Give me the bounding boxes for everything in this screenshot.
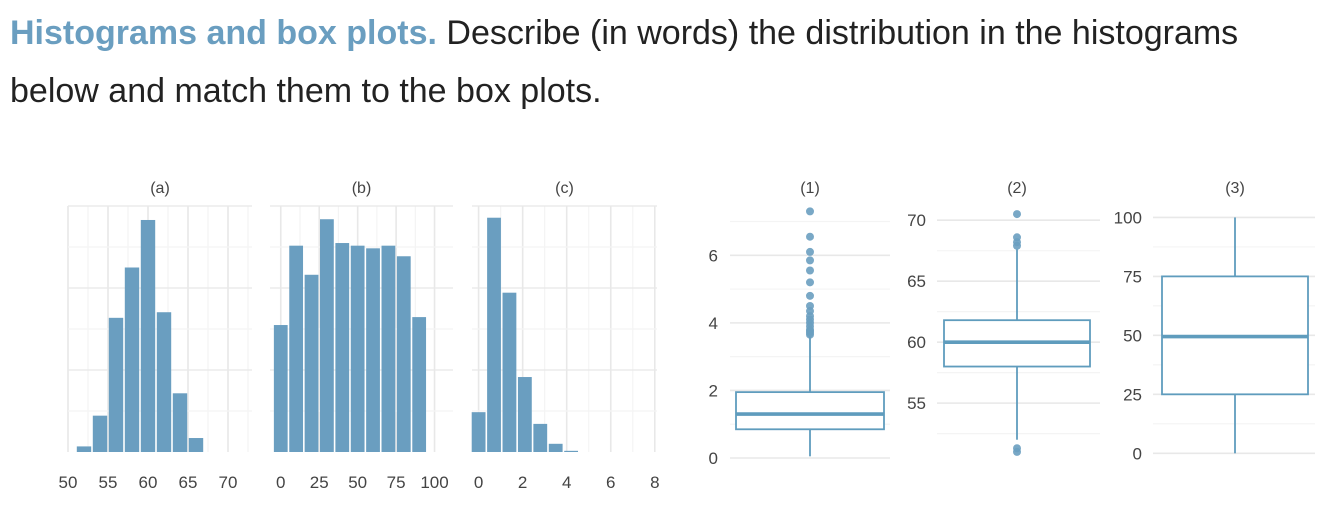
chart-title: (3) (1225, 180, 1245, 197)
outlier-point (806, 266, 814, 275)
histogram-bar (76, 446, 92, 452)
x-tick-label: 2 (518, 473, 527, 492)
x-tick-label: 60 (139, 473, 158, 492)
x-tick-label: 0 (276, 473, 285, 492)
chart-panel-1: 0 2 4 6 (1) (709, 180, 890, 468)
x-tick-label: 75 (387, 473, 406, 492)
histogram-bar (273, 325, 288, 452)
x-tick-label: 65 (179, 473, 198, 492)
histogram-bar (533, 423, 548, 452)
exercise-heading: Histograms and box plots. (10, 14, 437, 52)
outlier-point (806, 278, 814, 287)
exercise-prompt: Histograms and box plots. Describe (in w… (10, 4, 1320, 120)
histogram-bar (502, 292, 517, 452)
histogram-bar (304, 274, 319, 452)
histogram-bar (92, 415, 108, 452)
y-tick-label: 50 (1123, 326, 1142, 345)
histogram-bar (487, 217, 501, 452)
histogram-bar (412, 317, 427, 452)
x-tick-label: 50 (59, 473, 78, 492)
histogram-bar (156, 312, 172, 452)
chart-panel-b: 0 25 50 75 100 (b) (270, 180, 453, 492)
y-tick-label: 0 (1133, 444, 1142, 463)
x-tick-label: 0 (474, 473, 483, 492)
y-tick-label: 6 (709, 246, 718, 265)
histogram-bar (335, 243, 350, 452)
histogram-bar (320, 219, 334, 452)
y-tick-label: 75 (1123, 267, 1142, 286)
y-tick-label: 55 (907, 394, 926, 413)
chart-title: (2) (1007, 180, 1027, 197)
outlier-point (806, 232, 814, 241)
x-tick-label: 70 (219, 473, 238, 492)
histogram-bar (381, 245, 396, 452)
x-tick-label: 4 (562, 473, 571, 492)
chart-title: (c) (555, 180, 574, 197)
x-tick-label: 6 (606, 473, 615, 492)
exercise-text: Describe (in words) the distribution in … (10, 14, 1239, 110)
x-tick-label: 8 (650, 473, 659, 492)
outlier-point (1013, 210, 1021, 219)
chart-title: (1) (800, 180, 820, 197)
histogram-bar (396, 256, 411, 452)
outlier-point (806, 301, 814, 310)
x-tick-label: 25 (310, 473, 329, 492)
histogram-bar (289, 245, 304, 452)
outlier-point (806, 247, 814, 256)
histogram-bar (548, 443, 563, 452)
chart-panel-a: 50 55 60 65 70 (a) (59, 180, 252, 492)
y-tick-label: 60 (907, 333, 926, 352)
y-tick-label: 25 (1123, 385, 1142, 404)
histogram-bar (366, 248, 380, 452)
chart-panel-c: 0 2 4 6 8 (c) (471, 180, 660, 492)
y-tick-label: 100 (1114, 208, 1142, 227)
chart-title: (a) (150, 180, 170, 197)
outlier-point (1013, 233, 1021, 242)
y-tick-label: 70 (907, 211, 926, 230)
chart-panel-2: 55 60 65 70 (2) (907, 180, 1100, 456)
y-tick-label: 65 (907, 272, 926, 291)
histogram-bar (172, 393, 188, 452)
histogram-bar (140, 219, 156, 452)
histogram-bar (350, 245, 365, 452)
outlier-point (806, 291, 814, 300)
chart-title: (b) (352, 180, 372, 197)
y-tick-label: 2 (709, 381, 718, 400)
y-tick-label: 0 (709, 449, 718, 468)
histogram-bar (108, 317, 124, 452)
iqr-box (735, 391, 885, 431)
outlier-point (1013, 444, 1021, 453)
outlier-point (806, 207, 814, 216)
histogram-bar (564, 450, 579, 452)
x-tick-label: 55 (99, 473, 118, 492)
histogram-bar (517, 377, 532, 452)
outlier-point (806, 256, 814, 265)
x-tick-label: 50 (348, 473, 367, 492)
y-tick-label: 4 (709, 314, 718, 333)
histogram-bar (471, 412, 486, 452)
histogram-bar (124, 267, 140, 452)
histogram-bar (188, 438, 204, 452)
x-tick-label: 100 (420, 473, 448, 492)
chart-panel-3: 0 25 50 75 100 (3) (1114, 180, 1315, 463)
